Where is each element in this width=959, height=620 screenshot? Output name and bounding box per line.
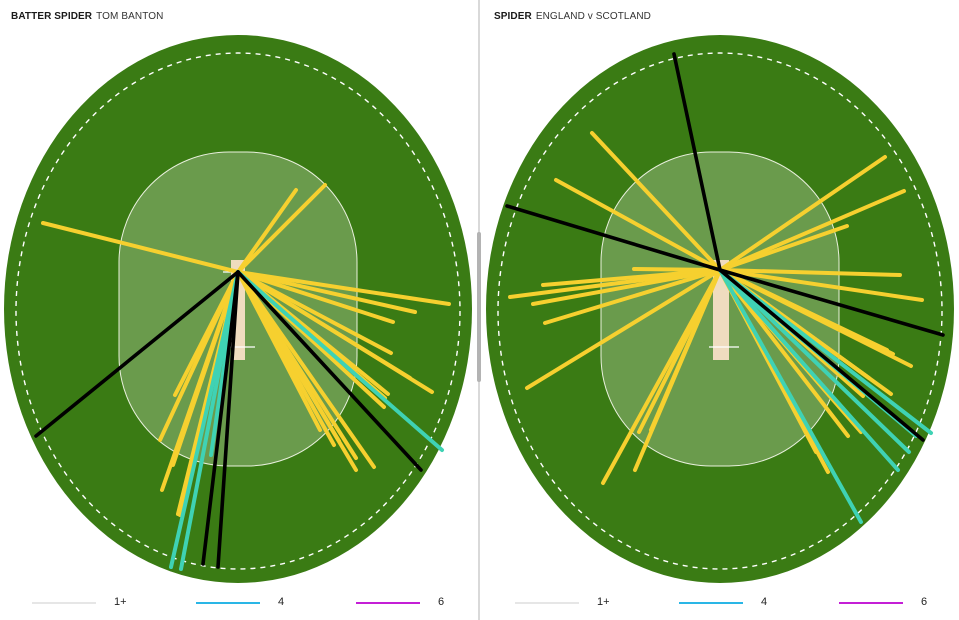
panel-title-sub: ENGLAND v SCOTLAND: [535, 11, 651, 22]
shot-line-run: [632, 267, 722, 272]
boundary-rope: [497, 52, 943, 570]
wagon-wheel-chart: [486, 35, 954, 583]
shot-line-run: [173, 270, 240, 397]
shot-line-run: [531, 268, 722, 306]
shot-line-four: [718, 268, 900, 472]
shot-line-four: [179, 270, 240, 571]
shot-line-run: [236, 270, 395, 324]
legend-swatch-4: [196, 602, 260, 604]
legend-label: 1+: [114, 596, 127, 608]
shot-line-run: [236, 270, 358, 472]
shot-line-four: [236, 270, 444, 452]
shot-line-run: [718, 268, 889, 352]
shot-line-run: [718, 155, 887, 272]
legend-label: 6: [921, 596, 928, 608]
batter-spider-panel: BATTER SPIDER TOM BANTON 1+ 4 6: [0, 0, 476, 620]
legend-swatch-1plus: [32, 602, 96, 604]
shot-line-run: [236, 183, 327, 274]
shot-line-run: [637, 268, 722, 434]
shot-line-six: [718, 268, 925, 442]
panel-title: SPIDER ENGLAND v SCOTLAND: [494, 11, 651, 22]
legend-swatch-1plus: [515, 602, 579, 604]
shot-line-run: [543, 268, 722, 325]
legend-swatch-6: [839, 602, 903, 604]
shot-line-run: [236, 270, 417, 314]
shot-line-four: [718, 268, 911, 454]
shot-line-run: [590, 131, 722, 272]
legend-swatch-6: [356, 602, 420, 604]
shot-line-six: [505, 204, 722, 272]
shot-line-run: [718, 189, 906, 272]
shot-line-run: [236, 270, 376, 469]
panel-title-sub: TOM BANTON: [96, 11, 164, 22]
shot-line-run: [633, 268, 722, 472]
legend-label: 4: [761, 596, 768, 608]
shot-line-run: [41, 221, 240, 274]
legend: 1+ 4 6: [0, 594, 476, 614]
legend: 1+ 4 6: [483, 594, 959, 614]
legend-label: 6: [438, 596, 445, 608]
shot-line-run: [718, 268, 850, 438]
shot-line-four: [718, 268, 863, 524]
shot-line-six: [201, 270, 240, 566]
pitch: [713, 260, 729, 360]
shot-line-run: [160, 270, 240, 492]
shot-line-run: [554, 178, 722, 272]
shot-line-run: [236, 270, 434, 394]
legend-swatch-4: [679, 602, 743, 604]
shot-line-six: [718, 268, 945, 337]
shot-line-six: [236, 270, 423, 472]
shot-line-run: [525, 268, 722, 390]
legend-label: 1+: [597, 596, 610, 608]
shot-line-run: [718, 224, 849, 272]
panel-title-strong: SPIDER: [494, 11, 532, 22]
shot-line-six: [34, 270, 240, 438]
shot-line-run: [236, 270, 322, 432]
shot-line-run: [718, 268, 902, 277]
boundary-rope: [15, 52, 461, 570]
scrollbar-thumb[interactable]: [477, 232, 481, 382]
shot-line-six: [672, 52, 722, 272]
panel-scrollbar[interactable]: [476, 0, 483, 620]
shot-line-run: [236, 188, 298, 274]
panel-title-strong: BATTER SPIDER: [11, 11, 93, 22]
wagon-wheel-chart: [4, 35, 472, 583]
legend-label: 4: [278, 596, 285, 608]
match-spider-panel: SPIDER ENGLAND v SCOTLAND 1+ 4 6: [483, 0, 959, 620]
shot-line-run: [236, 270, 451, 306]
shot-line-six: [216, 270, 240, 569]
shot-line-run: [718, 268, 924, 302]
panel-title: BATTER SPIDER TOM BANTON: [11, 11, 163, 22]
